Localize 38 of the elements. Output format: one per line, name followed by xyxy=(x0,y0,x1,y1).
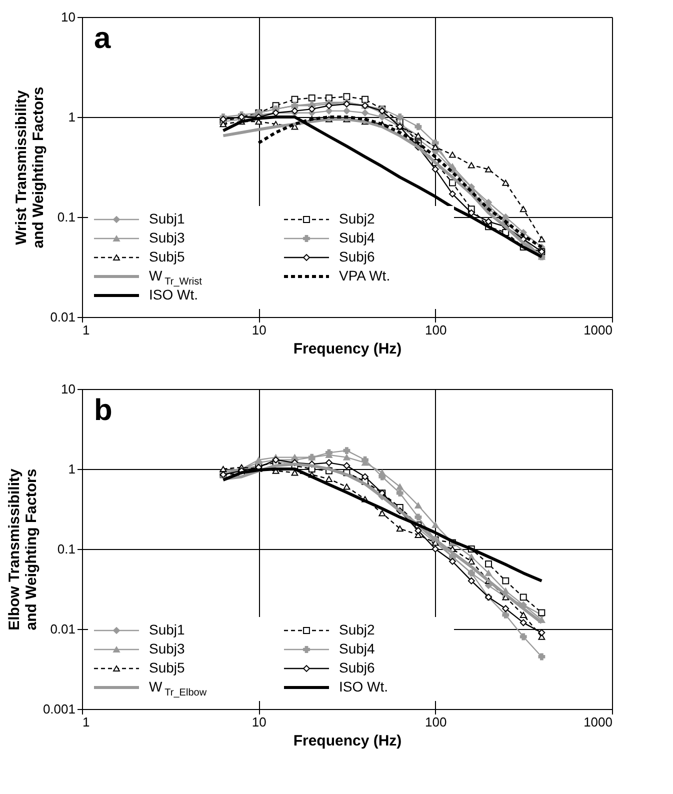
legend-label: Subj2 xyxy=(339,622,376,638)
y-tick-label: 0.01 xyxy=(50,622,76,636)
legend-label: Subj3 xyxy=(149,640,186,656)
x-tick-label: 1000 xyxy=(584,322,612,338)
legend-label: Subj4 xyxy=(339,230,376,246)
legend-label: Subj3 xyxy=(149,230,186,246)
legend-label: Subj6 xyxy=(339,248,376,264)
annotation: a xyxy=(94,22,111,55)
legend-label: Subj4 xyxy=(339,640,376,656)
x-tick-label: 1 xyxy=(82,714,90,730)
y-tick-label: 0.1 xyxy=(57,542,76,556)
y-tick-label: 1 xyxy=(68,462,76,476)
y-tick-label: 10 xyxy=(61,10,76,24)
x-tick-label: 10 xyxy=(252,322,266,338)
x-tick-label: 100 xyxy=(424,322,447,338)
x-tick-label: 10 xyxy=(252,714,266,730)
y-axis-title: Wrist Transmissibility and Weighting Factors xyxy=(13,86,48,248)
legend-label: Subj1 xyxy=(149,210,186,226)
x-axis-title: Frequency (Hz) xyxy=(293,732,402,750)
x-tick-label: 1 xyxy=(82,322,90,338)
y-tick-label: 0.1 xyxy=(57,210,76,224)
y-tick-label: 0.001 xyxy=(42,702,76,716)
legend-label: VPA Wt. xyxy=(339,268,390,284)
x-tick-label: 1000 xyxy=(584,714,612,730)
legend-label: ISO Wt. xyxy=(339,678,388,694)
legend-label: Subj2 xyxy=(339,210,376,226)
y-tick-label: 10 xyxy=(61,382,76,396)
legend-label: Subj1 xyxy=(149,622,186,638)
legend-label: Subj5 xyxy=(149,660,186,676)
legend-label: ISO Wt. xyxy=(149,286,198,302)
annotation: b xyxy=(94,394,112,427)
y-tick-label: 1 xyxy=(68,110,76,124)
x-tick-label: 100 xyxy=(424,714,447,730)
legend-label: Subj5 xyxy=(149,248,186,264)
legend-label: Subj6 xyxy=(339,660,376,676)
y-axis-title: Elbow Transmissibility and Weighting Factors xyxy=(6,468,40,630)
y-tick-label: 0.01 xyxy=(50,310,76,324)
x-axis-title: Frequency (Hz) xyxy=(293,340,402,358)
